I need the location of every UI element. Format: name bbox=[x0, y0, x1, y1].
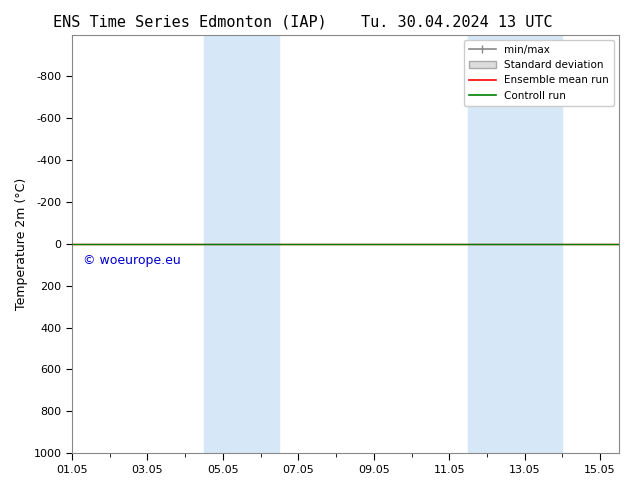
Y-axis label: Temperature 2m (°C): Temperature 2m (°C) bbox=[15, 178, 28, 310]
Bar bbox=[204, 35, 280, 453]
Text: ENS Time Series Edmonton (IAP): ENS Time Series Edmonton (IAP) bbox=[53, 15, 327, 30]
Legend: min/max, Standard deviation, Ensemble mean run, Controll run: min/max, Standard deviation, Ensemble me… bbox=[464, 40, 614, 106]
Text: Tu. 30.04.2024 13 UTC: Tu. 30.04.2024 13 UTC bbox=[361, 15, 552, 30]
Bar bbox=[468, 35, 562, 453]
Text: © woeurope.eu: © woeurope.eu bbox=[83, 254, 181, 267]
